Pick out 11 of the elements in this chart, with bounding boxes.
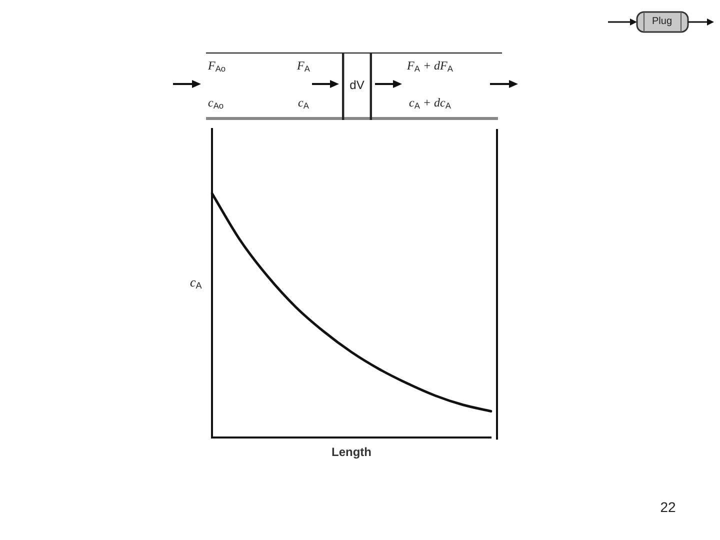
- text: c$_{A}$ + dc$_{A}$: [409, 95, 451, 110]
- text: c$_{A}$: [298, 95, 309, 110]
- text: c$_{Ao}$: [208, 95, 224, 110]
- text: 22: [660, 499, 676, 515]
- text: Plug: [652, 16, 672, 27]
- text: F$_{A}$: [297, 58, 310, 74]
- x-axis-title: Length: [332, 445, 372, 460]
- text: F$_{A}$ + dF$_{A}$: [407, 58, 453, 74]
- y-axis-title: c$_{A}$: [190, 274, 202, 291]
- text: F$_{Ao}$: [208, 58, 226, 74]
- text: dV: [350, 78, 364, 92]
